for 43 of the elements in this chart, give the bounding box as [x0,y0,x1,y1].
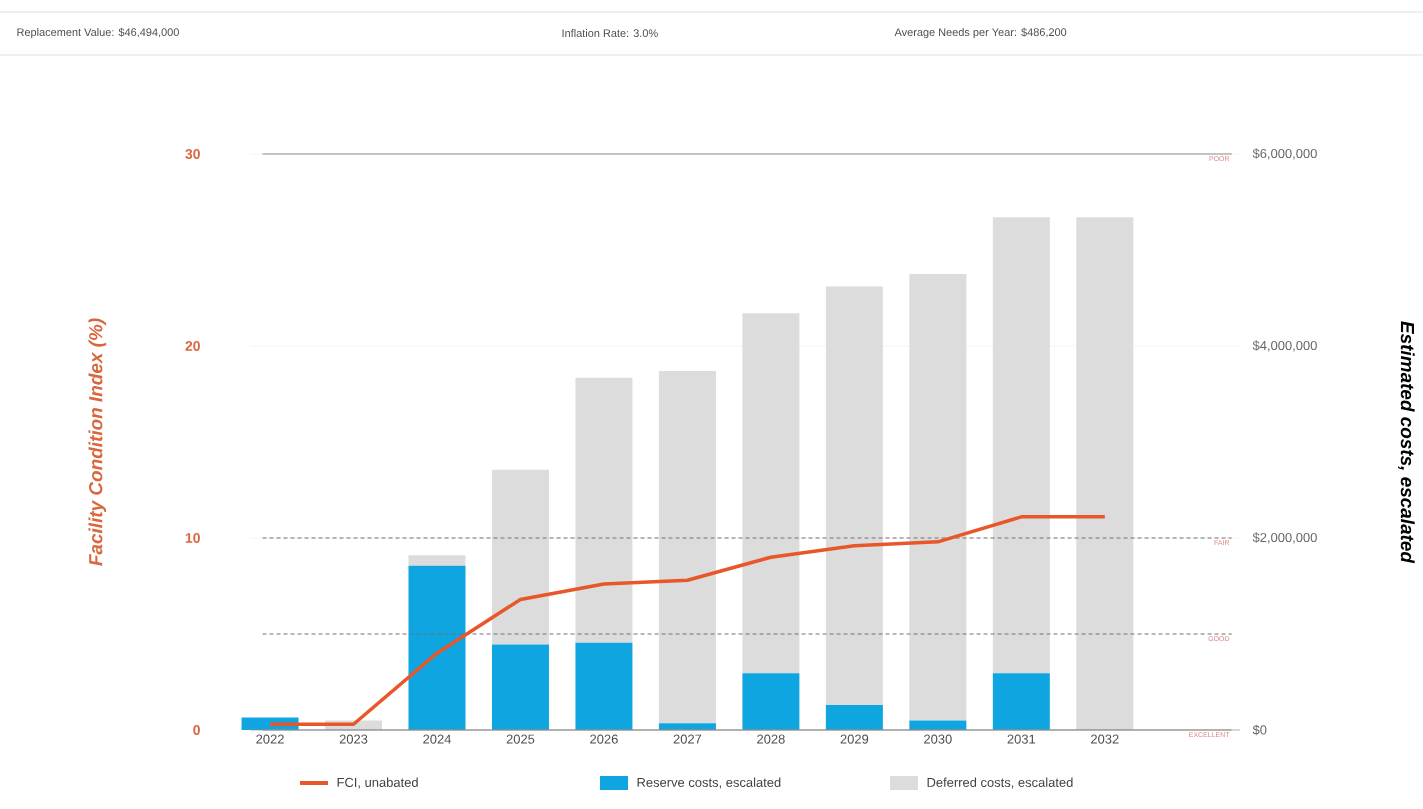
x-tick-label: 2022 [256,734,284,744]
x-tick-label: 2027 [673,734,702,744]
x-tick-label: 2028 [757,734,785,744]
x-tick-label: 2030 [924,734,952,744]
bar [575,642,633,730]
y2-tick-label: $2,000,000 [1252,532,1317,544]
text: Inflation Rate: 3.0% [562,28,658,38]
bar [742,673,800,730]
legend-label: FCI, unabated [337,777,418,789]
x-tick-label: 2029 [840,734,869,744]
bar [575,377,633,643]
text: Average Needs per Year: $486,200 [894,27,1067,39]
y-tick-label: 10 [185,533,200,543]
bar [825,705,883,730]
y-tick-label: 30 [185,149,200,159]
x-tick-label: 2025 [506,734,535,744]
y-tick-label: 20 [185,341,200,351]
x-tick-label: 2032 [1091,734,1119,744]
bar [909,720,967,730]
x-tick-label: 2023 [339,734,368,744]
bar [658,370,716,724]
bar [909,273,967,721]
y2-tick-label: $4,000,000 [1252,340,1317,352]
y2-tick-label: $6,000,000 [1252,148,1317,160]
line-series [268,515,1107,726]
bar [825,286,883,706]
bar [491,644,549,730]
bar [992,673,1050,730]
bar [992,217,1050,674]
y-axis-title: Facility Condition Index (%) [88,318,107,566]
legend-label: Deferred costs, escalated [927,777,1073,789]
y2-axis-title: Estimated costs, escalated [1398,321,1415,564]
x-tick-label: 2026 [590,734,618,744]
y-tick-label: 0 [193,725,200,735]
bar [408,555,466,566]
text: Replacement Value: $46,494,000 [17,27,179,39]
bar [408,565,466,730]
bar [491,469,549,645]
bar [742,313,800,674]
x-tick-label: 2031 [1007,734,1036,744]
x-tick-label: 2024 [423,734,452,744]
y2-tick-label: $0 [1252,724,1267,736]
legend-label: Reserve costs, escalated [637,777,781,789]
